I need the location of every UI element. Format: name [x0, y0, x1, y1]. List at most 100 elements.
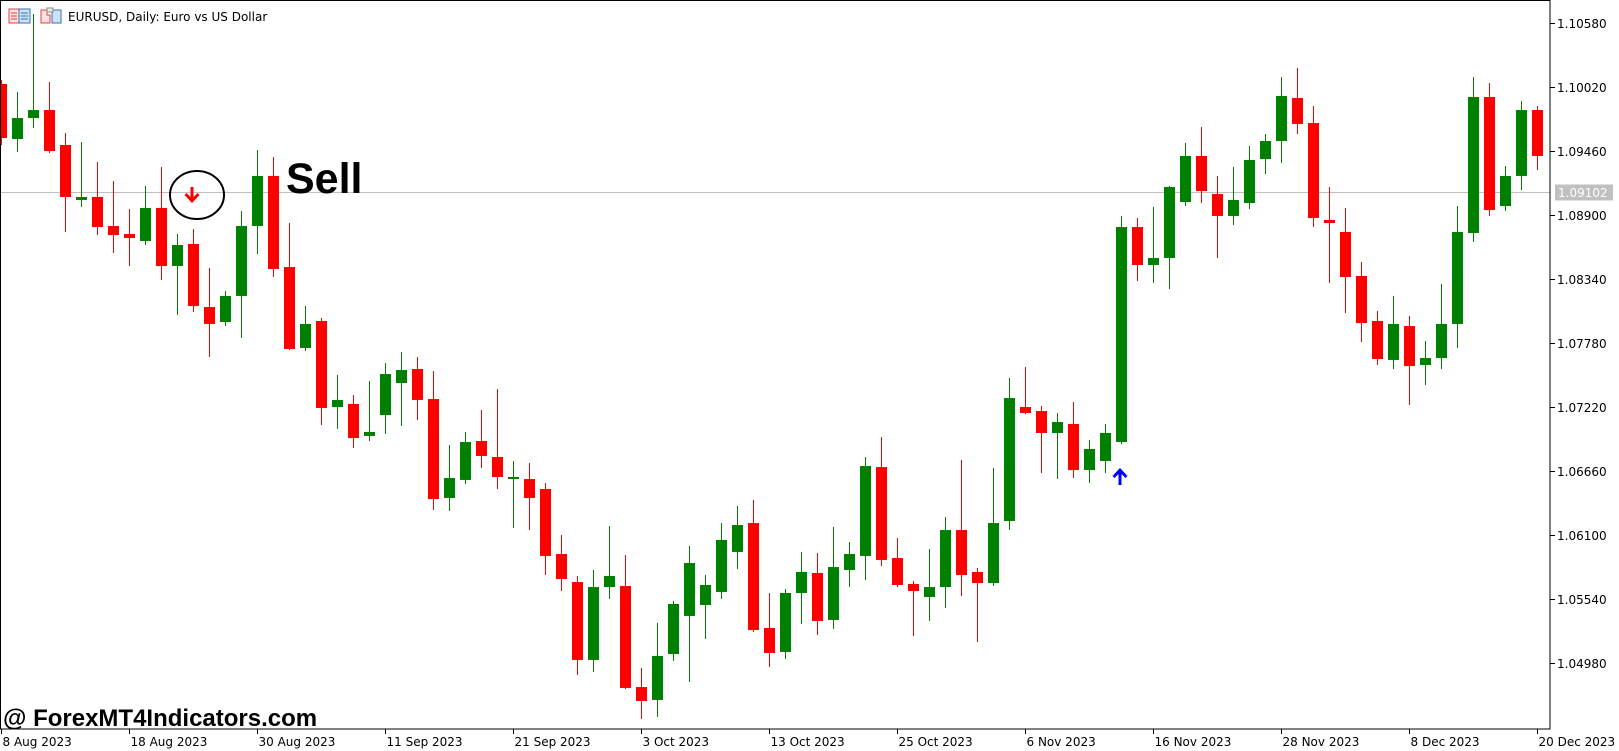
- candle-body: [124, 234, 135, 239]
- candle-2023-09-14: [428, 371, 439, 511]
- candle-body: [572, 582, 583, 660]
- candle-2023-10-09: [700, 575, 711, 640]
- candle-2023-12-19: [1516, 100, 1527, 191]
- candle-body: [108, 226, 119, 236]
- time-axis[interactable]: 8 Aug 2023 18 Aug 2023 30 Aug 2023 11 Sep 2…: [1, 729, 1616, 749]
- sell-arrow-shape: [184, 187, 200, 203]
- candle-body: [348, 403, 359, 439]
- candle-body: [1532, 110, 1543, 156]
- chart-window-icon[interactable]: [8, 8, 31, 24]
- candle-2023-10-18: [812, 552, 823, 636]
- candle-2023-12-11: [1420, 340, 1431, 385]
- candle-2023-09-27: [572, 575, 583, 676]
- candle-2023-12-07: [1388, 295, 1399, 369]
- candle-body: [28, 110, 39, 119]
- sell-signal-circle: [169, 170, 225, 220]
- candle-2023-08-10: [28, 14, 39, 128]
- candle-2023-11-07: [1036, 406, 1047, 473]
- date-tick-label: 8 Dec 2023: [1411, 735, 1480, 749]
- candle-2023-08-29: [236, 211, 247, 339]
- candle-body: [604, 575, 615, 588]
- candle-2023-12-14: [1468, 76, 1479, 243]
- candle-2023-10-12: [748, 499, 759, 632]
- candle-2023-12-18: [1500, 166, 1511, 212]
- sell-arrow-icon: [184, 187, 200, 203]
- candle-body: [588, 587, 599, 660]
- candle-body: [44, 110, 55, 152]
- price-tick-label: 1.04980: [1557, 657, 1607, 671]
- candle-2023-09-20: [492, 388, 503, 489]
- candle-2023-11-15: [1132, 218, 1143, 281]
- candle-2023-10-27: [924, 548, 935, 621]
- candle-2023-10-17: [796, 551, 807, 624]
- candle-body: [1004, 398, 1015, 521]
- candle-body: [1068, 423, 1079, 471]
- candle-body: [1452, 231, 1463, 324]
- candle-2023-09-13: [412, 356, 423, 420]
- current-price-label: 1.09102: [1558, 186, 1608, 200]
- candle-body: [1196, 155, 1207, 192]
- candle-2023-11-14: [1116, 215, 1127, 444]
- candles: [0, 14, 1543, 720]
- candle-2023-08-11: [44, 82, 55, 153]
- date-tick-label: 18 Aug 2023: [131, 735, 208, 749]
- candle-2023-11-03: [1004, 378, 1015, 531]
- candle-body: [828, 567, 839, 620]
- candle-2023-11-22: [1212, 175, 1223, 259]
- candle-2023-10-06: [684, 546, 695, 683]
- date-tick-label: 3 Oct 2023: [643, 735, 710, 749]
- candle-2023-09-25: [540, 483, 551, 576]
- candle-body: [1052, 422, 1063, 433]
- candle-body: [1036, 411, 1047, 433]
- date-tick-label: 8 Aug 2023: [3, 735, 72, 749]
- candle-2023-11-09: [1068, 402, 1079, 479]
- price-tick-label: 1.07780: [1557, 337, 1607, 351]
- candle-2023-11-17: [1164, 186, 1175, 289]
- candle-body: [140, 207, 151, 241]
- candle-2023-10-26: [908, 580, 919, 636]
- candle-body: [620, 586, 631, 688]
- candle-body: [716, 539, 727, 592]
- candle-2023-12-20: [1532, 106, 1543, 171]
- candle-2023-11-21: [1196, 127, 1207, 204]
- candle-2023-11-28: [1276, 76, 1287, 164]
- candle-2023-12-08: [1404, 315, 1415, 405]
- candle-body: [540, 488, 551, 556]
- sell-label: Sell: [286, 155, 363, 203]
- candle-body: [924, 587, 935, 597]
- date-tick-label: 20 Dec 2023: [1539, 735, 1616, 749]
- candle-body: [732, 524, 743, 552]
- price-axis[interactable]: 1.10580 1.10020 1.09460 1.08900 1.08340 1.077…: [1550, 17, 1607, 671]
- current-price-badge: 1.09102: [1555, 184, 1613, 201]
- candle-2023-09-18: [460, 431, 471, 484]
- candle-2023-10-05: [668, 600, 679, 661]
- candle-2023-08-24: [188, 228, 199, 312]
- buy-arrow-shape: [1112, 468, 1128, 485]
- price-tick-label: 1.10020: [1557, 81, 1607, 95]
- candle-body: [332, 399, 343, 408]
- candle-2023-11-29: [1292, 67, 1303, 135]
- candle-2023-10-31: [956, 459, 967, 596]
- candle-body: [1212, 194, 1223, 216]
- date-tick-label: 13 Oct 2023: [771, 735, 845, 749]
- candle-2023-09-01: [284, 223, 295, 351]
- candle-2023-11-06: [1020, 367, 1031, 415]
- candle-body: [1292, 98, 1303, 124]
- candle-body: [236, 226, 247, 296]
- candle-2023-08-22: [156, 167, 167, 280]
- candle-2023-12-12: [1436, 283, 1447, 369]
- candle-2023-11-24: [1244, 146, 1255, 209]
- candle-body: [1276, 95, 1287, 141]
- candle-2023-11-23: [1228, 167, 1239, 225]
- symbol-properties-icon[interactable]: [40, 7, 62, 24]
- date-tick-label: 16 Nov 2023: [1155, 735, 1232, 749]
- candle-body: [1484, 96, 1495, 211]
- candle-body: [956, 530, 967, 576]
- candle-2023-10-02: [620, 555, 631, 689]
- candle-2023-11-10: [1084, 439, 1095, 484]
- candle-body: [508, 476, 519, 479]
- candle-2023-12-06: [1372, 311, 1383, 365]
- candle-2023-09-29: [604, 526, 615, 600]
- candle-2023-10-30: [940, 516, 951, 608]
